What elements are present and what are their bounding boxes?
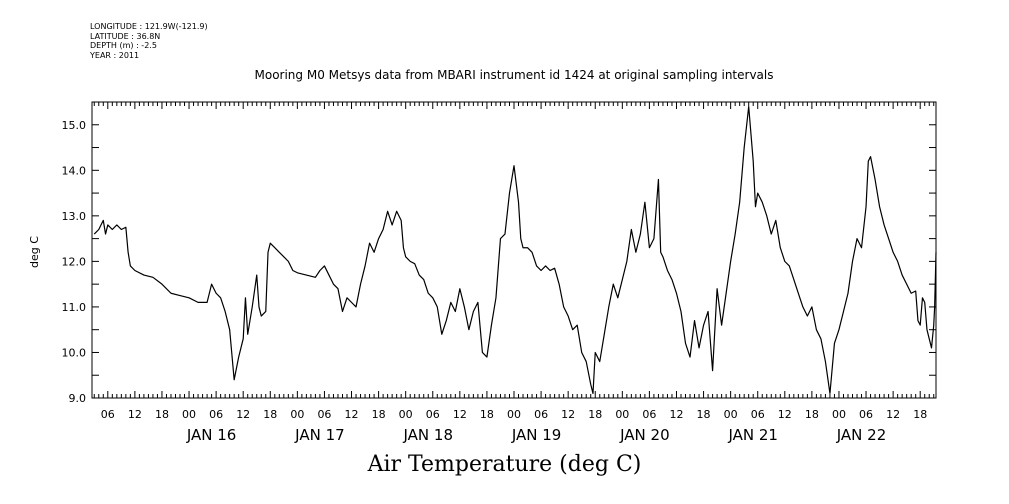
x-tick-label: 12: [561, 408, 575, 421]
x-tick-label: 12: [453, 408, 467, 421]
x-tick-label: 06: [859, 408, 873, 421]
chart-title: Mooring M0 Metsys data from MBARI instru…: [254, 68, 774, 82]
x-tick-label: 06: [209, 408, 223, 421]
x-tick-label: 00: [290, 408, 304, 421]
x-tick-label: 18: [155, 408, 169, 421]
x-tick-label: 12: [128, 408, 142, 421]
series-line: [93, 105, 937, 395]
y-tick-label: 11.0: [62, 301, 87, 314]
y-axis-label: deg C: [28, 236, 41, 268]
metadata-year: YEAR : 2011: [90, 50, 140, 60]
x-tick-label: 12: [669, 408, 683, 421]
x-tick-label: 18: [263, 408, 277, 421]
x-day-label: JAN 16: [186, 426, 237, 444]
x-tick-label: 00: [724, 408, 738, 421]
x-tick-label: 00: [832, 408, 846, 421]
x-tick-label: 18: [480, 408, 494, 421]
x-tick-label: 06: [317, 408, 331, 421]
y-tick-label: 15.0: [62, 119, 87, 132]
axis-ticks: [92, 101, 936, 399]
x-tick-label: 06: [101, 408, 115, 421]
x-day-label: JAN 21: [727, 426, 778, 444]
x-tick-label: 18: [697, 408, 711, 421]
x-tick-label: 18: [805, 408, 819, 421]
x-tick-label: 18: [372, 408, 386, 421]
metadata-latitude: LATITUDE : 36.8N: [90, 31, 161, 41]
y-tick-label: 9.0: [69, 392, 87, 405]
plot-frame: [91, 101, 937, 399]
x-tick-label: 00: [507, 408, 521, 421]
x-tick-label: 12: [236, 408, 250, 421]
x-tick-label: 06: [751, 408, 765, 421]
x-axis-label: Air Temperature (deg C): [367, 452, 642, 477]
y-tick-label: 14.0: [62, 164, 87, 177]
x-tick-label: 06: [426, 408, 440, 421]
x-day-label: JAN 19: [511, 426, 562, 444]
metadata-block: LONGITUDE : 121.9W(-121.9) LATITUDE : 36…: [90, 22, 208, 60]
x-tick-label: 00: [399, 408, 413, 421]
x-day-label: JAN 18: [402, 426, 453, 444]
metadata-depth: DEPTH (m) : -2.5: [90, 41, 157, 50]
x-tick-label: 00: [182, 408, 196, 421]
y-tick-label: 10.0: [62, 346, 87, 359]
x-day-label: JAN 20: [619, 426, 670, 444]
x-tick-label: 00: [615, 408, 629, 421]
metadata-longitude: LONGITUDE : 121.9W(-121.9): [90, 22, 208, 31]
x-tick-label: 12: [886, 408, 900, 421]
x-tick-label: 06: [642, 408, 656, 421]
x-day-label: JAN 22: [836, 426, 887, 444]
y-tick-label: 13.0: [62, 210, 87, 223]
x-tick-label: 06: [534, 408, 548, 421]
x-tick-label: 18: [913, 408, 927, 421]
x-tick-label: 18: [588, 408, 602, 421]
x-day-label: JAN 17: [294, 426, 345, 444]
axis-labels: 06 12 18 00 06 12 18 00 06 12 18 00 06 12 18 00 06 12 18 00…: [62, 119, 928, 444]
y-tick-label: 12.0: [62, 255, 87, 268]
x-tick-label: 12: [778, 408, 792, 421]
x-tick-label: 12: [345, 408, 359, 421]
